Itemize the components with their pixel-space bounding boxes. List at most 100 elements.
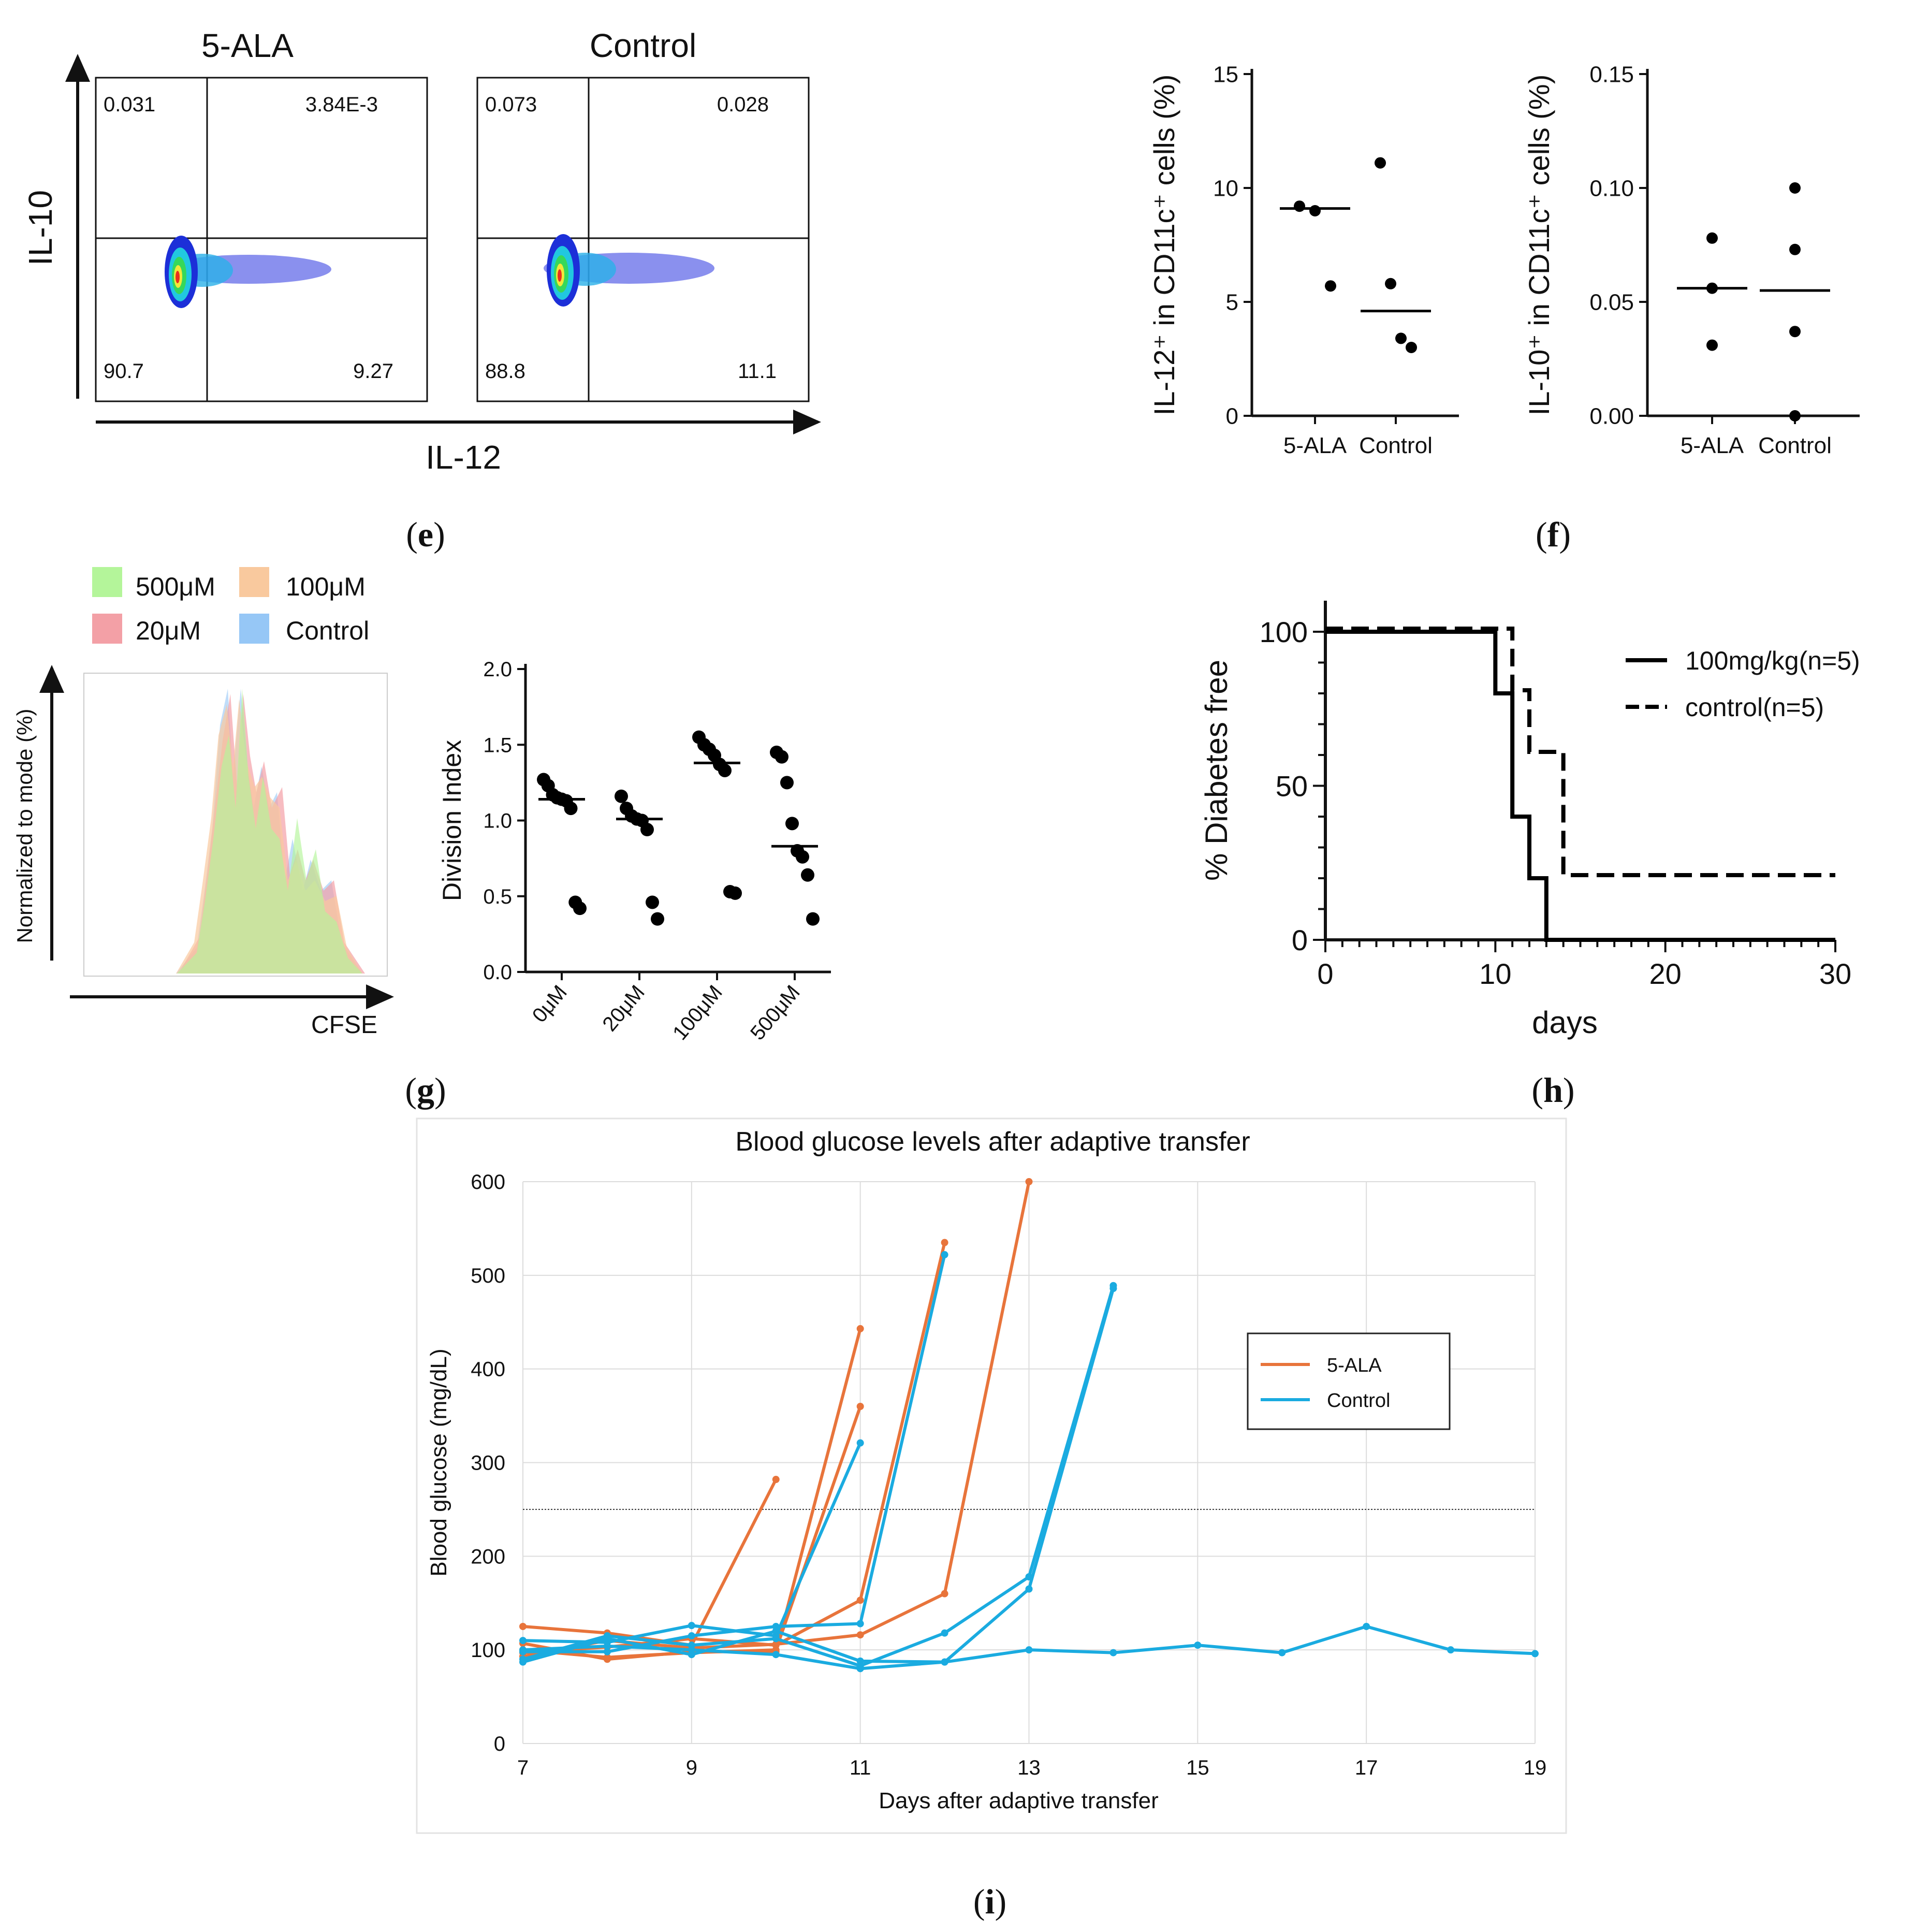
e-density-cloud bbox=[165, 236, 331, 308]
survival-line bbox=[1325, 630, 1835, 942]
y-tick-label: 0.05 bbox=[1589, 289, 1634, 315]
g-legend-swatch bbox=[92, 614, 122, 644]
e-quadrant-ll: 88.8 bbox=[485, 360, 525, 383]
data-point bbox=[573, 902, 587, 916]
series-point bbox=[941, 1658, 948, 1666]
x-tick-label: 11 bbox=[850, 1756, 871, 1779]
g-hist-500um bbox=[177, 689, 362, 974]
e-plot-title: Control bbox=[590, 27, 696, 64]
series-point bbox=[603, 1653, 611, 1661]
y-tick-label: 400 bbox=[471, 1358, 505, 1381]
series-point bbox=[772, 1651, 780, 1659]
legend-label: control(n=5) bbox=[1685, 693, 1824, 722]
y-axis-label: IL-12⁺ in CD11c⁺ cells (%) bbox=[1148, 75, 1180, 416]
series-point bbox=[772, 1476, 780, 1484]
y-tick-label: 0 bbox=[1226, 403, 1238, 429]
y-tick-label: 5 bbox=[1226, 289, 1238, 315]
e-plot-title: 5-ALA bbox=[201, 27, 294, 64]
e-plot-frame bbox=[476, 77, 810, 402]
series-point bbox=[1025, 1646, 1033, 1654]
e-quadrant-ur: 0.028 bbox=[717, 93, 769, 116]
series-point bbox=[941, 1590, 948, 1597]
data-point bbox=[1706, 339, 1718, 351]
g-legend-label: Control bbox=[286, 616, 369, 645]
data-point bbox=[1706, 232, 1718, 244]
series-point bbox=[1025, 1178, 1033, 1185]
x-tick-label: 30 bbox=[1819, 957, 1851, 990]
y-tick-label: 100 bbox=[471, 1639, 505, 1662]
data-point bbox=[1375, 157, 1386, 169]
x-tick-label: 17 bbox=[1355, 1756, 1378, 1779]
y-tick-label: 0 bbox=[494, 1733, 505, 1755]
e-quadrant-lr: 9.27 bbox=[353, 360, 393, 383]
g-legend: 500μM 100μM 20μM Control bbox=[92, 567, 369, 645]
y-tick-label: 1.5 bbox=[483, 734, 512, 757]
e-quadrant-ur: 3.84E-3 bbox=[305, 93, 378, 116]
y-tick-label: 300 bbox=[471, 1452, 505, 1475]
data-point bbox=[806, 912, 820, 926]
f-il12-chart: 0 5 10 15 5-ALA Control IL-12⁺ in CD11c⁺ cells… bbox=[1148, 62, 1459, 458]
data-point bbox=[640, 823, 654, 837]
panel-e: IL-10 IL-12 5-ALA 0.031 3.84E-3 90.7 9.2… bbox=[22, 27, 821, 554]
series-point bbox=[856, 1631, 864, 1639]
x-tick-label: 0 bbox=[1317, 957, 1333, 990]
series-point bbox=[856, 1620, 864, 1628]
data-point bbox=[796, 850, 809, 864]
y-axis-label: % Diabetes free bbox=[1199, 660, 1234, 881]
e-flow-plot-control: Control 0.073 0.028 88.8 11.1 bbox=[476, 27, 810, 402]
series-line bbox=[523, 1254, 946, 1653]
y-tick-label: 1.0 bbox=[483, 810, 512, 833]
series-point bbox=[688, 1632, 695, 1640]
g-histogram: Normalized to mode (%) CFSE bbox=[12, 665, 394, 1039]
data-point bbox=[780, 776, 794, 790]
x-tick-label: 19 bbox=[1524, 1756, 1547, 1779]
e-plot-frame bbox=[95, 77, 428, 402]
e-density-cloud bbox=[544, 234, 714, 307]
data-point bbox=[651, 912, 664, 926]
e-quadrant-ul: 0.031 bbox=[104, 93, 155, 116]
series-point bbox=[941, 1251, 948, 1259]
x-tick-label: Control bbox=[1359, 433, 1433, 458]
x-tick-label: 15 bbox=[1186, 1756, 1209, 1779]
data-point bbox=[728, 886, 742, 900]
series-point bbox=[856, 1665, 864, 1673]
data-point bbox=[1325, 280, 1336, 292]
g-hist-ylabel: Normalized to mode (%) bbox=[12, 709, 37, 943]
x-tick-label: Control bbox=[1758, 433, 1832, 458]
series-point bbox=[856, 1657, 864, 1665]
data-point bbox=[564, 802, 578, 816]
i-chart-frame bbox=[416, 1117, 1567, 1834]
g-legend-swatch bbox=[239, 567, 269, 597]
g-legend-label: 500μM bbox=[136, 572, 215, 601]
series-point bbox=[856, 1439, 864, 1447]
data-point bbox=[1294, 200, 1305, 212]
data-point bbox=[1309, 205, 1321, 216]
i-glucose-chart: Blood glucose levels after adaptive tran… bbox=[426, 1127, 1546, 1813]
y-tick-label: 0 bbox=[1292, 924, 1308, 956]
data-point bbox=[1789, 326, 1801, 338]
series-point bbox=[688, 1622, 695, 1630]
y-axis-label: Division Index bbox=[437, 740, 466, 901]
i-legend-label: 5-ALA bbox=[1327, 1355, 1382, 1376]
series-point bbox=[1278, 1649, 1286, 1657]
series-point bbox=[1109, 1285, 1117, 1292]
data-point bbox=[1789, 410, 1801, 422]
data-point bbox=[801, 868, 814, 882]
panel-h: 0 10 20 30 0 50 100 100mg/kg(n=5) control(n=5) % … bbox=[1199, 601, 1860, 1110]
series-point bbox=[519, 1658, 527, 1666]
data-point bbox=[785, 817, 799, 831]
series-point bbox=[603, 1642, 611, 1650]
y-tick-label: 600 bbox=[471, 1171, 505, 1194]
g-division-chart: 0.0 0.5 1.0 1.5 2.0 0μM 20μM 100μM 500μM Division… bbox=[437, 658, 831, 1044]
x-tick-label: 7 bbox=[517, 1756, 529, 1779]
y-tick-label: 2.0 bbox=[483, 658, 512, 681]
y-axis-label: IL-10⁺ in CD11c⁺ cells (%) bbox=[1523, 75, 1555, 416]
y-tick-label: 50 bbox=[1276, 770, 1308, 803]
g-legend-label: 100μM bbox=[286, 572, 366, 601]
i-legend-label: Control bbox=[1327, 1390, 1391, 1412]
series-point bbox=[941, 1239, 948, 1246]
series-point bbox=[603, 1648, 611, 1655]
y-tick-label: 0.00 bbox=[1589, 403, 1634, 429]
series-point bbox=[519, 1622, 527, 1630]
series-line bbox=[522, 1285, 1115, 1667]
